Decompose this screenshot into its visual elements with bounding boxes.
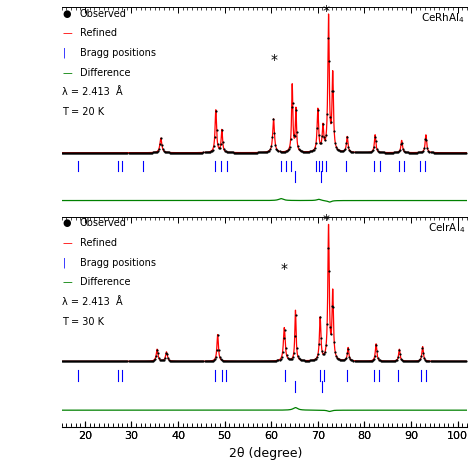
Text: *: * [281, 262, 288, 276]
Text: Refined: Refined [80, 28, 117, 38]
Text: *: * [322, 213, 329, 228]
Text: *: * [270, 53, 277, 67]
Text: Bragg positions: Bragg positions [80, 48, 156, 58]
Text: T = 20 K: T = 20 K [63, 107, 105, 117]
Text: Observed: Observed [80, 9, 127, 18]
Text: Difference: Difference [80, 68, 130, 78]
Text: ●: ● [63, 218, 71, 228]
Text: |: | [63, 48, 66, 58]
Text: CeIrAl$_4$: CeIrAl$_4$ [428, 221, 465, 235]
Text: Difference: Difference [80, 277, 130, 287]
Text: *: * [322, 4, 329, 18]
Text: —: — [63, 68, 72, 78]
Text: Refined: Refined [80, 238, 117, 248]
Text: ●: ● [63, 9, 71, 18]
Text: —: — [63, 28, 72, 38]
Text: Bragg positions: Bragg positions [80, 257, 156, 268]
Text: T = 30 K: T = 30 K [63, 317, 104, 327]
Text: λ = 2.413  Å: λ = 2.413 Å [63, 87, 123, 97]
Text: —: — [63, 277, 72, 287]
Text: |: | [63, 257, 66, 268]
Text: CeRhAl$_4$: CeRhAl$_4$ [421, 12, 465, 26]
Text: 2θ (degree): 2θ (degree) [229, 447, 302, 460]
Text: —: — [63, 238, 72, 248]
Text: Observed: Observed [80, 218, 127, 228]
Text: λ = 2.413  Å: λ = 2.413 Å [63, 297, 123, 307]
